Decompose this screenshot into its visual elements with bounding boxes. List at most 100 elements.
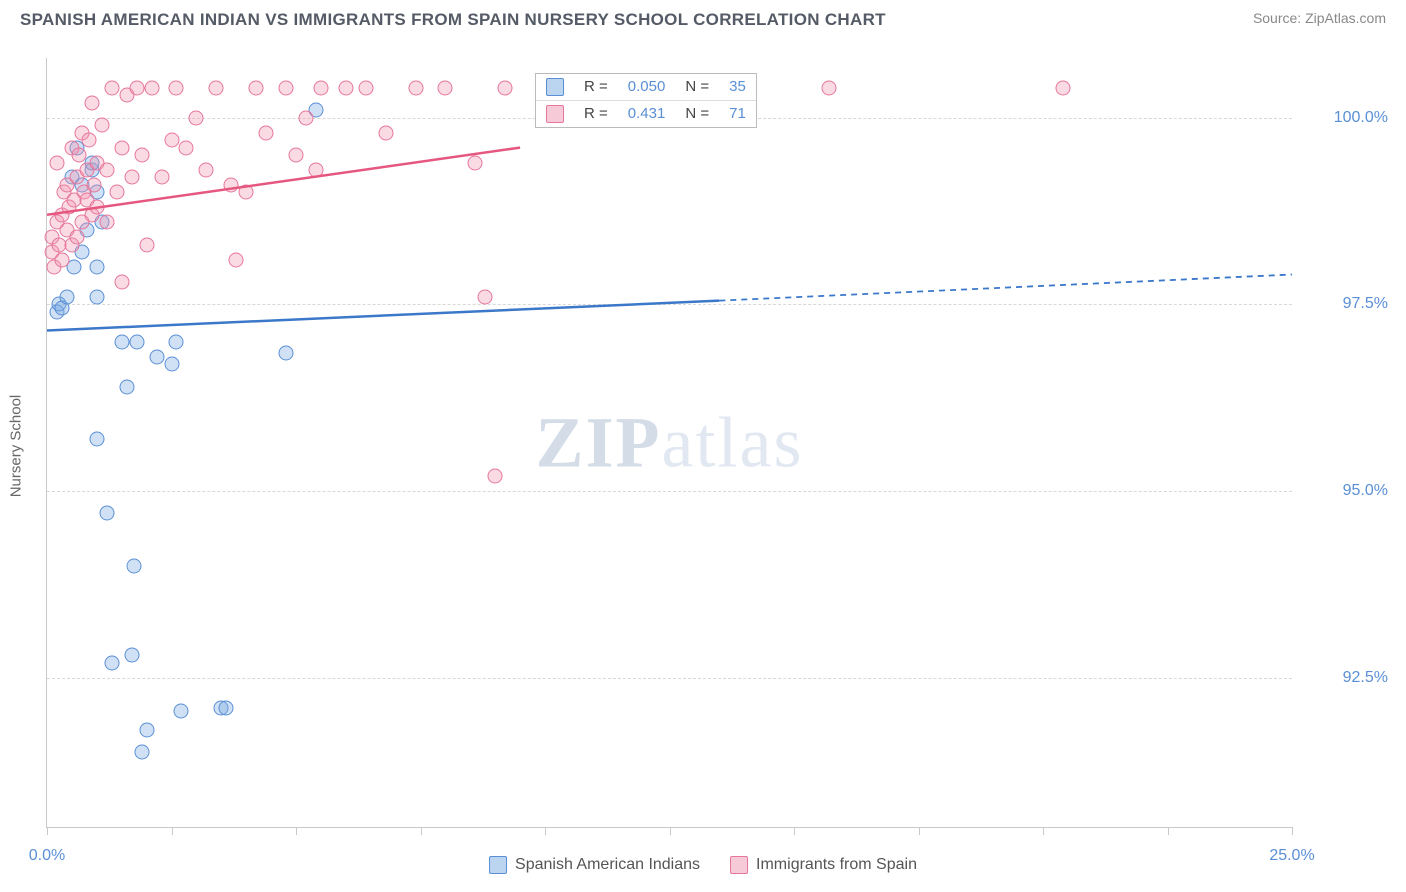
- legend-n-value: 71: [719, 100, 756, 127]
- x-tick: [919, 827, 920, 835]
- legend-swatch: [546, 78, 564, 96]
- data-point: [468, 155, 483, 170]
- data-point: [114, 334, 129, 349]
- x-tick: [421, 827, 422, 835]
- data-point: [104, 80, 119, 95]
- x-tick-label: 0.0%: [29, 847, 65, 865]
- data-point: [289, 148, 304, 163]
- data-point: [134, 148, 149, 163]
- y-axis-label: Nursery School: [8, 395, 25, 498]
- legend-r-label: R =: [574, 74, 618, 101]
- data-point: [164, 357, 179, 372]
- data-point: [94, 118, 109, 133]
- legend-n-label: N =: [675, 74, 719, 101]
- data-point: [99, 162, 114, 177]
- data-point: [89, 289, 104, 304]
- data-point: [134, 745, 149, 760]
- data-point: [229, 252, 244, 267]
- data-point: [149, 349, 164, 364]
- data-point: [259, 125, 274, 140]
- data-point: [139, 237, 154, 252]
- legend-swatch: [489, 856, 507, 874]
- data-point: [249, 80, 264, 95]
- legend-n-value: 35: [719, 74, 756, 101]
- data-point: [139, 722, 154, 737]
- data-point: [209, 80, 224, 95]
- data-point: [87, 177, 102, 192]
- y-tick-label: 95.0%: [1308, 482, 1388, 500]
- data-point: [124, 170, 139, 185]
- data-point: [129, 80, 144, 95]
- data-point: [119, 379, 134, 394]
- data-point: [378, 125, 393, 140]
- data-point: [82, 133, 97, 148]
- data-point: [114, 140, 129, 155]
- data-point: [72, 148, 87, 163]
- data-point: [179, 140, 194, 155]
- legend-item: Immigrants from Spain: [730, 856, 917, 874]
- legend-swatch: [730, 856, 748, 874]
- watermark-bold: ZIP: [536, 402, 662, 482]
- x-tick-label: 25.0%: [1269, 847, 1314, 865]
- data-point: [89, 260, 104, 275]
- data-point: [169, 80, 184, 95]
- legend-correlation-box: R = 0.050 N = 35 R = 0.431 N = 71: [535, 73, 757, 128]
- data-point: [89, 200, 104, 215]
- data-point: [224, 177, 239, 192]
- data-point: [313, 80, 328, 95]
- y-tick-label: 92.5%: [1308, 669, 1388, 687]
- y-tick-label: 97.5%: [1308, 295, 1388, 313]
- data-point: [199, 162, 214, 177]
- data-point: [478, 289, 493, 304]
- data-point: [69, 230, 84, 245]
- source-label: Source: ZipAtlas.com: [1253, 10, 1386, 26]
- x-tick: [296, 827, 297, 835]
- watermark-light: atlas: [662, 402, 804, 482]
- legend-label: Immigrants from Spain: [756, 856, 917, 874]
- data-point: [104, 655, 119, 670]
- data-point: [164, 133, 179, 148]
- data-point: [438, 80, 453, 95]
- data-point: [821, 80, 836, 95]
- data-point: [54, 252, 69, 267]
- trend-lines: [47, 58, 1292, 827]
- legend-r-value: 0.431: [618, 100, 676, 127]
- chart-title: SPANISH AMERICAN INDIAN VS IMMIGRANTS FR…: [20, 10, 886, 30]
- data-point: [144, 80, 159, 95]
- data-point: [298, 110, 313, 125]
- data-point: [279, 345, 294, 360]
- x-tick: [794, 827, 795, 835]
- data-point: [89, 431, 104, 446]
- y-gridline: [47, 491, 1292, 492]
- data-point: [109, 185, 124, 200]
- data-point: [114, 274, 129, 289]
- data-point: [154, 170, 169, 185]
- x-tick: [172, 827, 173, 835]
- y-gridline: [47, 304, 1292, 305]
- y-tick-label: 100.0%: [1308, 109, 1388, 127]
- legend-r-label: R =: [574, 100, 618, 127]
- data-point: [67, 260, 82, 275]
- data-point: [49, 155, 64, 170]
- data-point: [498, 80, 513, 95]
- x-tick: [545, 827, 546, 835]
- x-tick: [1292, 827, 1293, 835]
- x-tick: [1043, 827, 1044, 835]
- data-point: [358, 80, 373, 95]
- watermark: ZIPatlas: [536, 401, 804, 484]
- data-point: [174, 704, 189, 719]
- data-point: [84, 95, 99, 110]
- data-point: [408, 80, 423, 95]
- legend-label: Spanish American Indians: [515, 856, 700, 874]
- data-point: [99, 215, 114, 230]
- data-point: [124, 648, 139, 663]
- x-tick: [670, 827, 671, 835]
- data-point: [279, 80, 294, 95]
- data-point: [99, 506, 114, 521]
- x-tick: [1168, 827, 1169, 835]
- data-point: [127, 558, 142, 573]
- data-point: [308, 162, 323, 177]
- legend-bottom: Spanish American Indians Immigrants from …: [489, 856, 917, 874]
- data-point: [129, 334, 144, 349]
- chart-area: ZIPatlas 92.5%95.0%97.5%100.0%0.0%25.0% …: [46, 58, 1292, 828]
